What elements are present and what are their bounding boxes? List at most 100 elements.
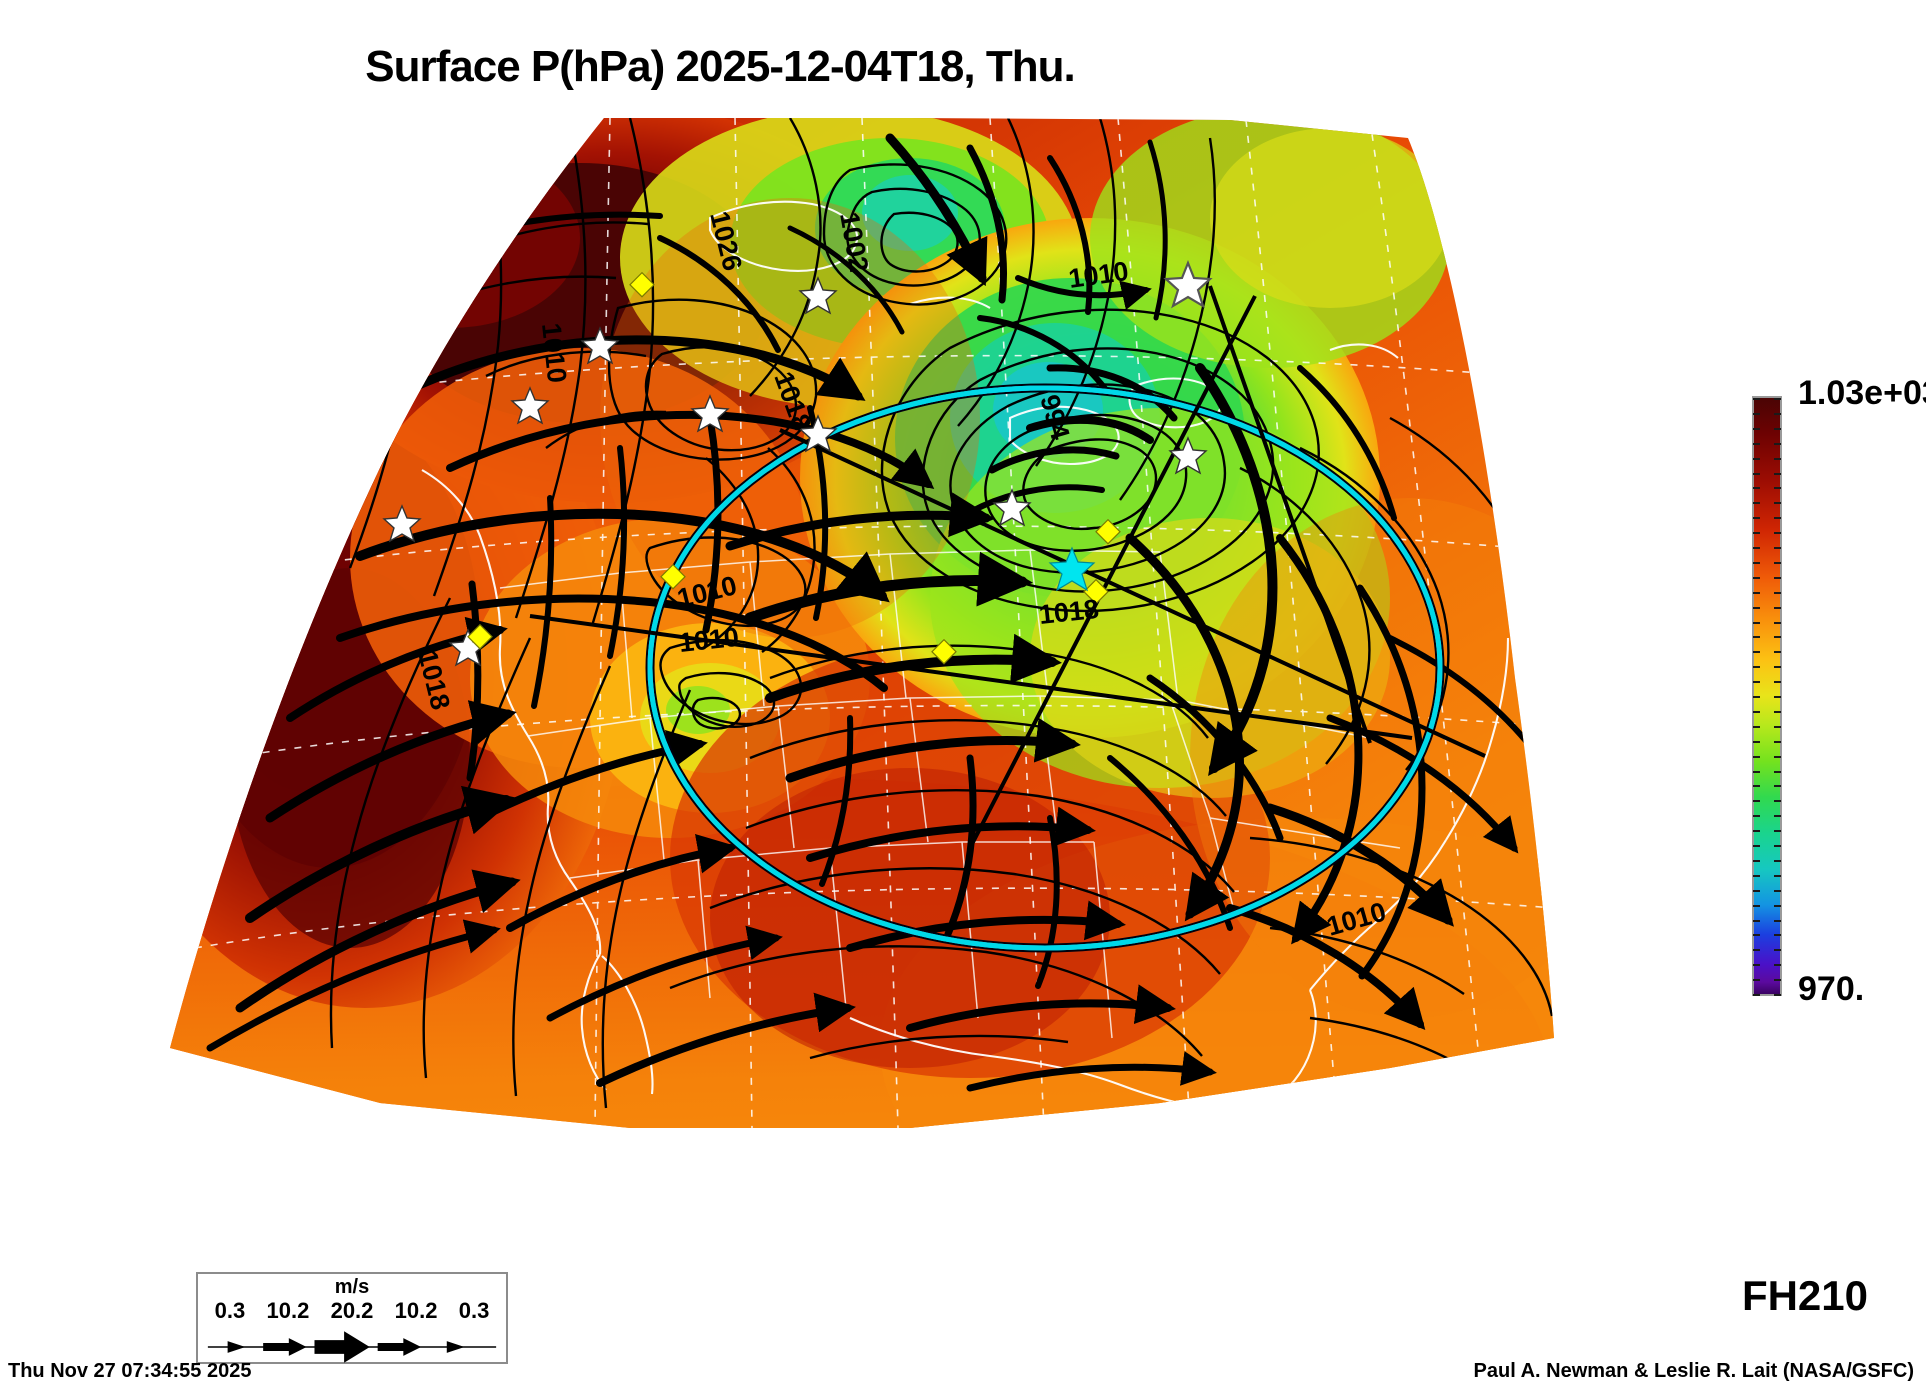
colorbar-tick xyxy=(1753,547,1760,549)
colorbar-tick xyxy=(1753,428,1760,430)
colorbar-tick xyxy=(1774,771,1781,773)
wind-value: 0.3 xyxy=(214,1298,246,1323)
colorbar-tick xyxy=(1753,964,1760,966)
colorbar-tick xyxy=(1753,696,1760,698)
colorbar-tick xyxy=(1753,830,1760,832)
contour-label: 1018 xyxy=(1037,594,1100,630)
colorbar-tick xyxy=(1774,905,1781,907)
colorbar-tick xyxy=(1753,860,1760,862)
colorbar-tick xyxy=(1774,651,1781,653)
colorbar-tick xyxy=(1774,920,1781,922)
colorbar-tick xyxy=(1774,547,1781,549)
colorbar-tick xyxy=(1774,562,1781,564)
colorbar-tick xyxy=(1774,592,1781,594)
colorbar-tick xyxy=(1753,949,1760,951)
aircraft-position-marker xyxy=(1048,546,1096,592)
colorbar-tick xyxy=(1753,487,1760,489)
wind-value: 0.3 xyxy=(458,1298,490,1323)
colorbar-tick xyxy=(1774,845,1781,847)
page-title: Surface P(hPa) 2025-12-04T18, Thu. xyxy=(365,42,1075,91)
colorbar-tick xyxy=(1774,964,1781,966)
surface-pressure-map[interactable]: 1026 1002 1010 1018 1010 1018 994 1010 1… xyxy=(150,118,1750,1268)
colorbar-tick xyxy=(1753,920,1760,922)
colorbar-tick xyxy=(1774,756,1781,758)
colorbar-ticks xyxy=(1752,396,1782,996)
colorbar-tick xyxy=(1774,443,1781,445)
open-star-marker xyxy=(1163,260,1213,309)
colorbar-tick xyxy=(1753,771,1760,773)
colorbar-tick xyxy=(1753,681,1760,683)
colorbar-tick xyxy=(1774,487,1781,489)
colorbar-tick xyxy=(1753,994,1760,996)
wind-value: 10.2 xyxy=(266,1298,310,1323)
colorbar-tick xyxy=(1753,636,1760,638)
colorbar-tick xyxy=(1753,458,1760,460)
lat-lon-grid xyxy=(170,118,1554,1128)
yellow-diamond-marker xyxy=(467,271,1121,665)
colorbar-tick xyxy=(1774,532,1781,534)
colorbar-tick xyxy=(1753,905,1760,907)
colorbar-tick xyxy=(1753,785,1760,787)
white-star-marker xyxy=(382,276,1208,667)
generation-timestamp: Thu Nov 27 07:34:55 2025 xyxy=(8,1360,252,1382)
colorbar-tick xyxy=(1753,607,1760,609)
colorbar-tick xyxy=(1753,815,1760,817)
colorbar-tick xyxy=(1753,517,1760,519)
colorbar-tick xyxy=(1774,711,1781,713)
colorbar-tick xyxy=(1753,592,1760,594)
colorbar-tick xyxy=(1774,726,1781,728)
colorbar-tick xyxy=(1774,785,1781,787)
colorbar-tick xyxy=(1753,875,1760,877)
colorbar-tick xyxy=(1753,443,1760,445)
colorbar-tick xyxy=(1774,577,1781,579)
colorbar-tick xyxy=(1774,934,1781,936)
colorbar-tick xyxy=(1753,666,1760,668)
colorbar-tick xyxy=(1774,890,1781,892)
colorbar-tick xyxy=(1753,502,1760,504)
colorbar-tick xyxy=(1774,473,1781,475)
colorbar-tick xyxy=(1753,979,1760,981)
colorbar-tick xyxy=(1753,651,1760,653)
colorbar-tick xyxy=(1753,413,1760,415)
station-markers[interactable] xyxy=(382,260,1213,667)
colorbar-tick xyxy=(1753,741,1760,743)
contour-label: 1010 xyxy=(677,622,740,658)
flight-track-lines xyxy=(529,285,1486,849)
colorbar-tick xyxy=(1774,458,1781,460)
contour-label: 1010 xyxy=(536,321,572,384)
colorbar-tick xyxy=(1774,979,1781,981)
colorbar-min-label: 970. xyxy=(1798,970,1865,1008)
forecast-hour-label: FH210 xyxy=(1741,1272,1868,1319)
colorbar-tick xyxy=(1753,934,1760,936)
colorbar-tick xyxy=(1753,398,1760,400)
colorbar-tick xyxy=(1774,696,1781,698)
colorbar-tick xyxy=(1774,413,1781,415)
colorbar-tick xyxy=(1774,502,1781,504)
colorbar-tick xyxy=(1753,562,1760,564)
colorbar-tick xyxy=(1774,398,1781,400)
colorbar-tick xyxy=(1774,949,1781,951)
colorbar-tick xyxy=(1753,622,1760,624)
colorbar-tick xyxy=(1774,800,1781,802)
colorbar-tick xyxy=(1753,845,1760,847)
colorbar-tick xyxy=(1774,815,1781,817)
map-panel[interactable]: 1026 1002 1010 1018 1010 1018 994 1010 1… xyxy=(150,118,1750,1258)
range-circle-outline xyxy=(647,385,1443,951)
wind-value: 20.2 xyxy=(330,1298,374,1323)
wind-legend-values: 0.3 10.2 20.2 10.2 0.3 xyxy=(198,1298,506,1324)
attribution-credit: Paul A. Newman & Leslie R. Lait (NASA/GS… xyxy=(1473,1360,1914,1382)
colorbar-tick xyxy=(1774,517,1781,519)
colorbar: 1.03e+03 970. xyxy=(1752,374,1926,1008)
colorbar-tick xyxy=(1753,473,1760,475)
colorbar-tick xyxy=(1774,681,1781,683)
colorbar-tick xyxy=(1774,622,1781,624)
colorbar-tick xyxy=(1774,741,1781,743)
colorbar-tick xyxy=(1753,890,1760,892)
wind-speed-legend: m/s 0.3 10.2 20.2 10.2 0.3 xyxy=(196,1272,508,1364)
colorbar-max-label: 1.03e+03 xyxy=(1798,374,1926,412)
colorbar-tick xyxy=(1774,666,1781,668)
colorbar-tick xyxy=(1753,726,1760,728)
wind-legend-units: m/s xyxy=(334,1276,370,1298)
colorbar-tick xyxy=(1753,800,1760,802)
colorbar-tick xyxy=(1753,756,1760,758)
